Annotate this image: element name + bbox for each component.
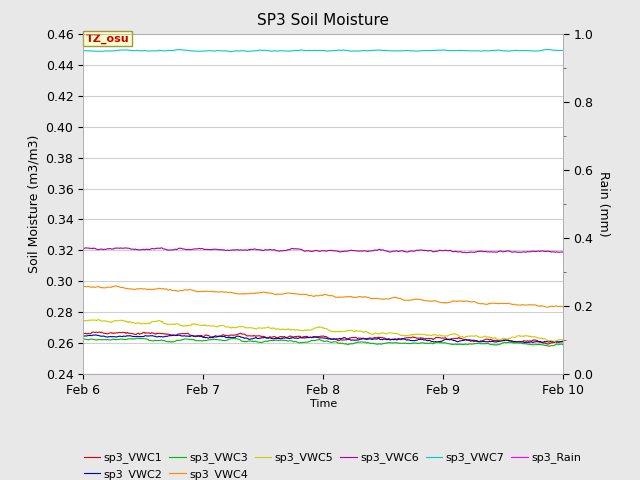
sp3_VWC7 xyxy=(559,48,567,53)
sp3_VWC2 xyxy=(386,337,394,343)
sp3_VWC2 xyxy=(529,339,537,345)
Line: sp3_VWC6: sp3_VWC6 xyxy=(83,248,563,253)
Line: sp3_VWC1: sp3_VWC1 xyxy=(83,332,563,344)
sp3_Rain xyxy=(358,372,366,377)
sp3_VWC6 xyxy=(157,245,165,251)
sp3_VWC4 xyxy=(112,283,120,289)
sp3_VWC4 xyxy=(559,304,567,310)
sp3_VWC3 xyxy=(559,342,567,348)
sp3_VWC5 xyxy=(109,318,117,324)
Text: TZ_osu: TZ_osu xyxy=(86,33,129,44)
sp3_VWC3 xyxy=(133,336,141,341)
sp3_VWC7 xyxy=(493,48,501,53)
sp3_VWC5 xyxy=(386,330,394,336)
sp3_VWC2 xyxy=(79,333,87,339)
Y-axis label: Soil Moisture (m3/m3): Soil Moisture (m3/m3) xyxy=(27,135,40,273)
sp3_VWC6 xyxy=(386,249,394,255)
sp3_VWC4 xyxy=(543,304,551,310)
sp3_VWC1 xyxy=(444,336,452,342)
sp3_VWC5 xyxy=(358,329,366,335)
sp3_VWC2 xyxy=(444,336,452,342)
sp3_VWC7 xyxy=(386,48,394,54)
sp3_VWC1 xyxy=(358,336,366,341)
sp3_VWC3 xyxy=(109,336,116,342)
sp3_VWC6 xyxy=(371,247,379,253)
sp3_Rain xyxy=(79,372,87,377)
Title: SP3 Soil Moisture: SP3 Soil Moisture xyxy=(257,13,389,28)
sp3_VWC5 xyxy=(79,318,87,324)
sp3_Rain xyxy=(385,372,393,377)
sp3_VWC1 xyxy=(559,338,567,344)
sp3_VWC4 xyxy=(79,283,87,289)
sp3_VWC5 xyxy=(444,333,452,339)
sp3_VWC5 xyxy=(94,317,102,323)
sp3_VWC1 xyxy=(79,330,87,336)
X-axis label: Time: Time xyxy=(310,398,337,408)
sp3_VWC4 xyxy=(493,300,501,306)
sp3_VWC4 xyxy=(358,294,366,300)
sp3_VWC3 xyxy=(444,341,452,347)
Line: sp3_VWC7: sp3_VWC7 xyxy=(83,49,563,52)
sp3_VWC7 xyxy=(444,48,452,53)
sp3_VWC2 xyxy=(371,336,379,342)
sp3_VWC7 xyxy=(358,48,366,53)
sp3_VWC5 xyxy=(551,338,559,344)
sp3_VWC5 xyxy=(559,337,567,343)
sp3_VWC7 xyxy=(109,48,116,54)
sp3_VWC4 xyxy=(371,296,379,301)
sp3_VWC1 xyxy=(493,337,501,343)
sp3_VWC6 xyxy=(444,248,452,253)
sp3_VWC6 xyxy=(463,250,470,256)
Y-axis label: Rain (mm): Rain (mm) xyxy=(597,171,611,237)
sp3_VWC3 xyxy=(358,339,366,345)
sp3_Rain xyxy=(371,372,378,377)
Line: sp3_VWC2: sp3_VWC2 xyxy=(83,335,563,342)
Legend: sp3_VWC1, sp3_VWC2, sp3_VWC3, sp3_VWC4, sp3_VWC5, sp3_VWC6, sp3_VWC7, sp3_Rain: sp3_VWC1, sp3_VWC2, sp3_VWC3, sp3_VWC4, … xyxy=(79,448,586,480)
sp3_VWC6 xyxy=(79,246,87,252)
sp3_VWC1 xyxy=(90,329,97,335)
sp3_VWC3 xyxy=(371,341,379,347)
sp3_VWC1 xyxy=(386,336,394,342)
sp3_Rain xyxy=(559,372,567,377)
Line: sp3_VWC4: sp3_VWC4 xyxy=(83,286,563,307)
sp3_VWC2 xyxy=(493,339,501,345)
sp3_VWC3 xyxy=(545,343,552,349)
sp3_VWC5 xyxy=(371,330,379,336)
sp3_VWC1 xyxy=(109,330,117,336)
sp3_VWC3 xyxy=(386,340,394,346)
sp3_VWC3 xyxy=(493,342,501,348)
sp3_VWC7 xyxy=(227,49,234,55)
sp3_Rain xyxy=(493,372,500,377)
sp3_VWC6 xyxy=(358,249,366,254)
sp3_VWC3 xyxy=(79,336,87,342)
sp3_VWC6 xyxy=(494,249,502,255)
sp3_VWC4 xyxy=(109,284,116,289)
sp3_VWC7 xyxy=(545,47,552,52)
sp3_VWC7 xyxy=(79,48,87,54)
sp3_Rain xyxy=(109,372,116,377)
sp3_VWC2 xyxy=(559,339,567,345)
sp3_VWC4 xyxy=(386,296,394,301)
sp3_VWC2 xyxy=(109,334,117,339)
sp3_VWC7 xyxy=(371,48,379,53)
sp3_VWC1 xyxy=(543,341,551,347)
sp3_VWC6 xyxy=(109,246,116,252)
sp3_VWC6 xyxy=(559,249,567,254)
sp3_VWC2 xyxy=(92,332,100,337)
sp3_VWC1 xyxy=(371,335,379,341)
sp3_VWC5 xyxy=(493,336,501,342)
sp3_VWC2 xyxy=(358,336,366,342)
Line: sp3_VWC3: sp3_VWC3 xyxy=(83,338,563,346)
Line: sp3_VWC5: sp3_VWC5 xyxy=(83,320,563,341)
sp3_VWC4 xyxy=(444,300,452,305)
sp3_Rain xyxy=(444,372,451,377)
